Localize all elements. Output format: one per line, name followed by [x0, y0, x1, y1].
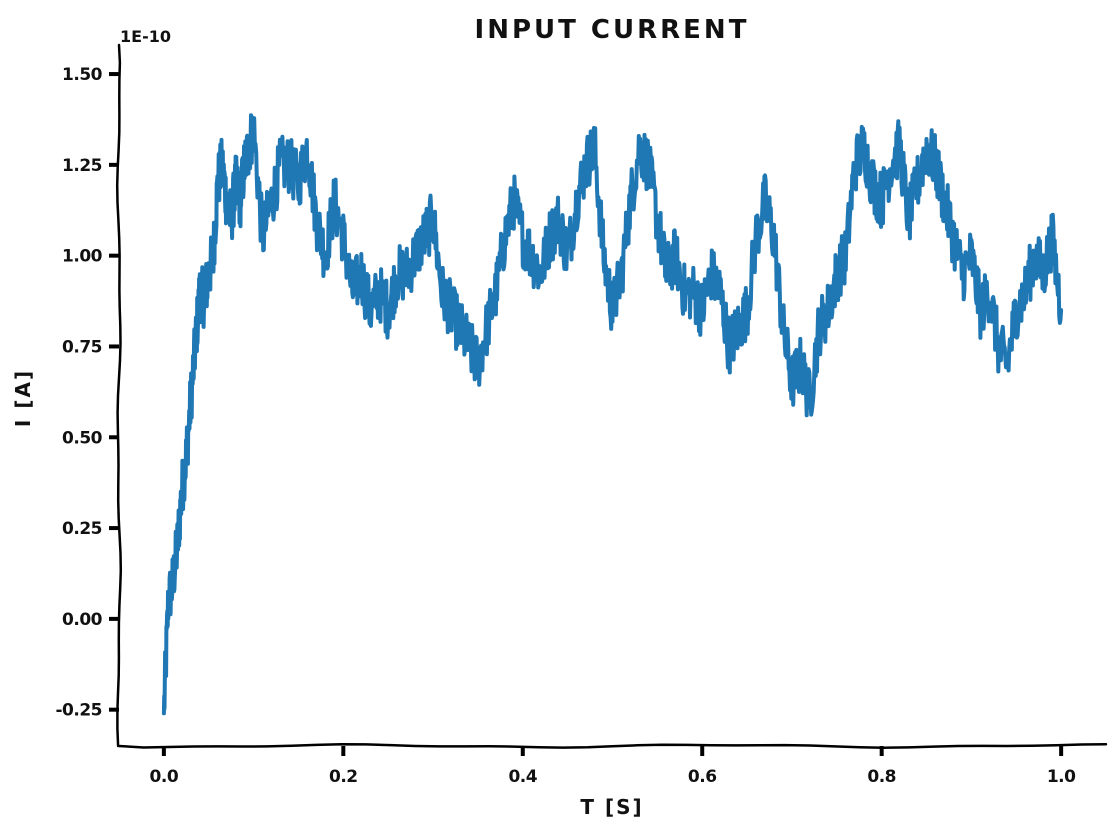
- x-axis-label: T [S]: [580, 795, 643, 819]
- x-tick-label: 0.4: [508, 767, 537, 787]
- series-line: [161, 113, 1064, 716]
- y-tick-label: 0.50: [62, 428, 103, 448]
- x-tick-label: 0.6: [688, 767, 717, 787]
- y-axis-spine: [115, 43, 123, 748]
- chart-title: INPUT CURRENT: [475, 15, 750, 45]
- x-axis-ticks: 0.0 0.2 0.4 0.6 0.8 1.0: [150, 746, 1077, 787]
- x-tick-label: 0.2: [329, 767, 358, 787]
- x-axis-spine: [117, 743, 1108, 749]
- series-layer: [161, 113, 1064, 716]
- y-tick-label: 0.00: [62, 610, 103, 630]
- y-axis-ticks: -0.25 0.00 0.25 0.50 0.75 1.00 1.25 1.50: [56, 65, 119, 721]
- y-tick-label: 0.25: [62, 519, 102, 539]
- y-tick-label: 0.75: [62, 337, 102, 357]
- y-tick-label: -0.25: [56, 701, 103, 721]
- x-tick-label: 0.0: [150, 767, 179, 787]
- y-tick-label: 1.25: [62, 156, 102, 176]
- y-axis-exponent: 1E-10: [120, 27, 171, 46]
- y-axis-label: I [A]: [11, 369, 35, 427]
- y-tick-label: 1.00: [62, 247, 103, 267]
- y-tick-label: 1.50: [62, 65, 103, 85]
- x-tick-label: 1.0: [1047, 767, 1076, 787]
- x-tick-label: 0.8: [867, 767, 896, 787]
